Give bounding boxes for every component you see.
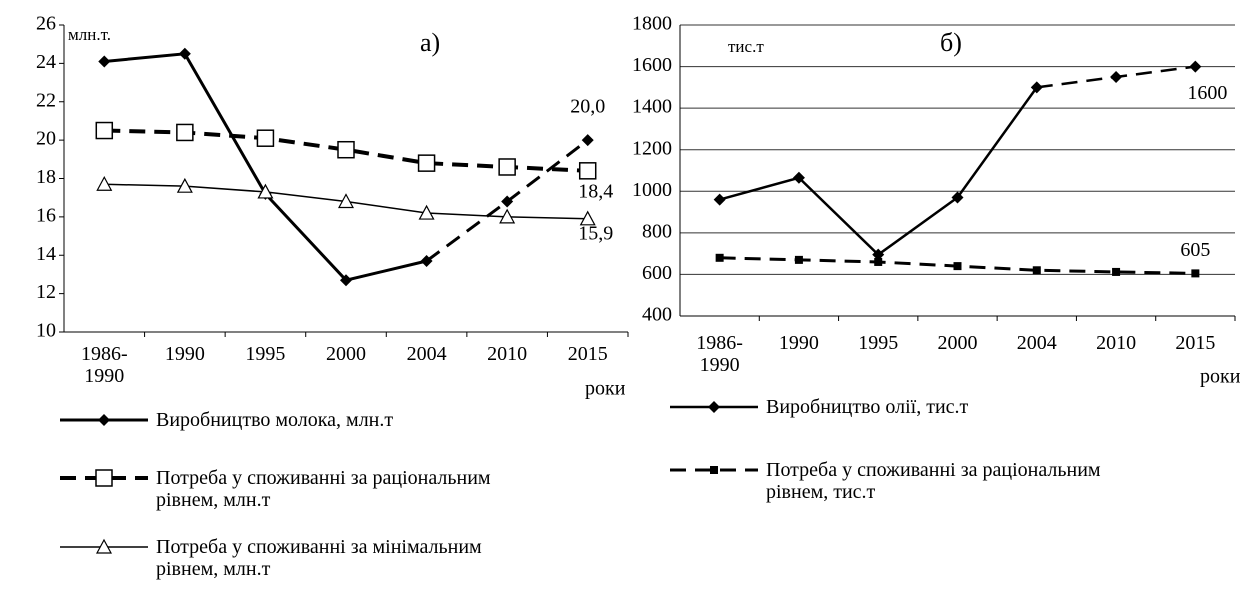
legend-label: Потреба у споживанні за мінімальним рівн… xyxy=(156,536,482,580)
value-label: 15,9 xyxy=(578,222,613,244)
marker xyxy=(1030,81,1043,94)
x-tick-label: 2010 xyxy=(1096,332,1137,354)
y-axis-label: млн.т. xyxy=(68,25,111,44)
x-tick-label: 1990 xyxy=(778,332,819,354)
value-label: 605 xyxy=(1180,239,1210,261)
x-axis-label: роки xyxy=(585,378,626,400)
value-label: 20,0 xyxy=(570,96,605,118)
marker xyxy=(579,210,596,226)
x-tick-label: 1990 xyxy=(164,343,205,365)
y-tick-label: 14 xyxy=(36,243,56,265)
marker xyxy=(713,193,726,206)
x-tick-label: 1986- 1990 xyxy=(696,332,743,376)
y-tick-label: 22 xyxy=(36,89,56,111)
legend-marker xyxy=(95,538,113,554)
y-tick-label: 1400 xyxy=(632,96,672,118)
marker xyxy=(953,262,962,271)
y-tick-label: 1800 xyxy=(632,13,672,35)
x-tick-label: 2015 xyxy=(567,343,608,365)
series-line xyxy=(104,52,427,282)
y-tick-label: 1000 xyxy=(632,179,672,201)
y-tick-label: 24 xyxy=(36,51,56,73)
marker xyxy=(501,195,514,208)
y-tick-label: 1200 xyxy=(632,137,672,159)
marker xyxy=(499,208,516,224)
y-tick-label: 400 xyxy=(642,304,672,326)
y-tick-label: 26 xyxy=(36,13,56,35)
y-tick-label: 600 xyxy=(642,262,672,284)
legend-marker xyxy=(710,466,718,474)
x-tick-label: 2000 xyxy=(326,343,366,365)
legend-marker xyxy=(708,401,720,413)
marker xyxy=(337,140,355,159)
marker xyxy=(794,255,803,264)
x-tick-label: 2010 xyxy=(487,343,528,365)
x-tick-label: 2004 xyxy=(406,343,447,365)
marker xyxy=(872,248,885,261)
marker xyxy=(340,274,352,287)
x-tick-label: 2015 xyxy=(1175,332,1216,354)
x-tick-label: 1986- 1990 xyxy=(80,343,128,387)
marker xyxy=(95,121,114,140)
marker xyxy=(257,183,274,199)
marker xyxy=(1189,60,1202,73)
marker xyxy=(874,257,883,266)
y-tick-label: 20 xyxy=(36,128,56,150)
x-axis-label: роки xyxy=(1200,366,1241,388)
marker xyxy=(256,129,275,147)
legend-label: Виробництво молока, млн.т xyxy=(156,409,394,431)
marker xyxy=(1191,269,1200,278)
y-tick-label: 1600 xyxy=(632,54,672,76)
marker xyxy=(715,253,724,262)
x-tick-label: 2000 xyxy=(937,332,978,354)
legend-label: Виробництво олії, тис.т xyxy=(766,396,969,418)
annotation: б) xyxy=(940,28,962,57)
legend-label: Потреба у споживанні за раціональним рів… xyxy=(156,467,491,511)
marker xyxy=(337,193,355,209)
marker xyxy=(178,47,191,60)
marker xyxy=(98,55,111,68)
marker xyxy=(1032,266,1041,275)
legend-label: Потреба у споживанні за раціональним рів… xyxy=(766,459,1101,503)
marker xyxy=(417,154,436,172)
y-tick-label: 16 xyxy=(36,204,56,226)
legend-marker xyxy=(95,469,113,487)
marker xyxy=(951,191,964,204)
marker xyxy=(418,204,435,220)
legend-marker xyxy=(98,414,110,426)
marker xyxy=(498,158,516,176)
marker xyxy=(578,162,597,180)
value-label: 18,4 xyxy=(578,180,613,202)
marker xyxy=(792,171,805,184)
annotation: а) xyxy=(420,28,440,57)
y-tick-label: 12 xyxy=(36,281,56,303)
y-tick-label: 800 xyxy=(642,220,672,242)
marker xyxy=(96,175,113,191)
y-axis-label: тис.т xyxy=(728,37,764,56)
y-tick-label: 10 xyxy=(36,320,56,342)
value-label: 1600 xyxy=(1187,82,1227,104)
series-line xyxy=(719,86,1038,257)
marker xyxy=(581,134,594,147)
x-tick-label: 2004 xyxy=(1016,332,1057,354)
marker xyxy=(1110,70,1123,83)
marker xyxy=(176,177,193,193)
x-tick-label: 1995 xyxy=(858,332,899,354)
x-tick-label: 1995 xyxy=(245,343,286,365)
marker xyxy=(176,123,194,142)
marker xyxy=(1112,267,1121,276)
marker xyxy=(420,255,433,268)
y-tick-label: 18 xyxy=(36,166,56,188)
